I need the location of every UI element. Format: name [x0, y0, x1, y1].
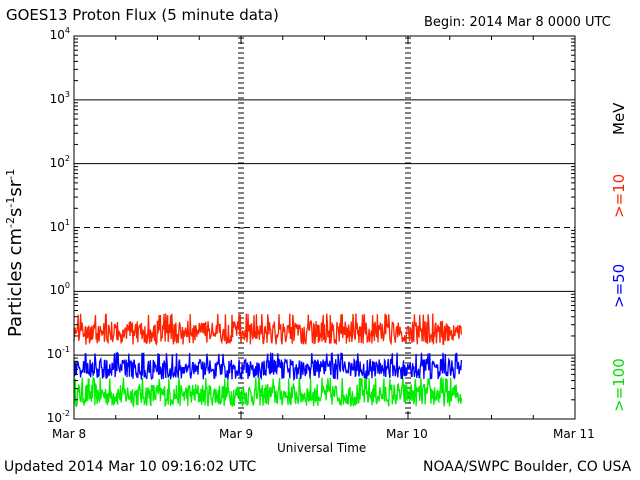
gridlines: [74, 99, 575, 356]
series-line: [73, 375, 463, 408]
x-axis-label: Universal Time: [277, 441, 367, 455]
y-tick-label: 100: [49, 281, 70, 298]
x-tick-label: Mar 8: [52, 427, 87, 441]
y-tick-label: 103: [49, 89, 70, 106]
updated-timestamp: Updated 2014 Mar 10 09:16:02 UTC: [4, 459, 257, 475]
energy-unit-label: MeV: [610, 102, 628, 135]
y-tick-label: 101: [49, 217, 70, 234]
day-dividers: [238, 37, 411, 414]
chart-title: GOES13 Proton Flux (5 minute data): [6, 6, 279, 24]
y-tick-label: 10-2: [46, 409, 70, 425]
begin-time-label: Begin: 2014 Mar 8 0000 UTC: [424, 15, 611, 30]
x-tick-label: Mar 10: [386, 427, 428, 441]
x-tick-label: Mar 9: [219, 427, 254, 441]
legend-series-100mev: >=100: [610, 358, 628, 412]
series-line: [73, 351, 463, 382]
series-line: [73, 313, 463, 346]
y-tick-label: 102: [49, 153, 70, 170]
series-layer: [73, 313, 463, 408]
axis-ticks: [73, 36, 576, 419]
legend-series-10mev: >=10: [610, 173, 628, 218]
y-tick-label: 10-1: [46, 345, 70, 362]
x-tick-label: Mar 11: [553, 427, 595, 441]
legend-series-50mev: >=50: [610, 263, 628, 308]
y-tick-label: 104: [49, 26, 70, 42]
credit-label: NOAA/SWPC Boulder, CO USA: [423, 459, 632, 475]
y-axis-label: Particles cm-2s-1sr-1: [4, 168, 26, 337]
